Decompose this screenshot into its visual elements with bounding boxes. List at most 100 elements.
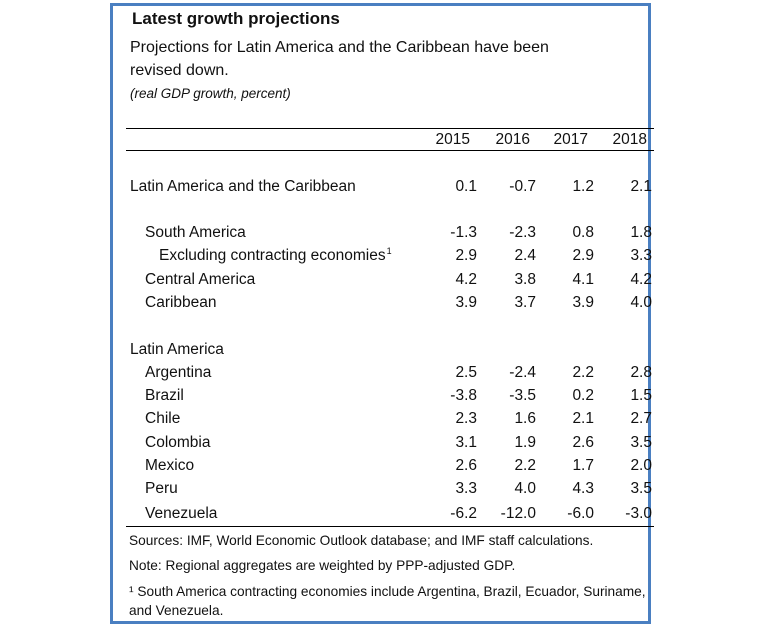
table-row: Mexico 2.6 2.2 1.7 2.0 <box>0 457 770 479</box>
value-cell-2017: 2.1 <box>572 410 594 427</box>
bottom-rule <box>126 526 654 527</box>
row-label: Mexico <box>145 457 194 475</box>
value-cell-2018: 1.5 <box>630 387 652 404</box>
value-cell-2018: 3.5 <box>630 434 652 451</box>
value-cell-2018: 3.3 <box>630 247 652 264</box>
year-header-2018: 2018 <box>612 131 647 148</box>
table-row: Venezuela -6.2 -12.0 -6.0 -3.0 <box>0 505 770 527</box>
value-cell-2015: 3.9 <box>455 294 477 311</box>
value-cell-2016: 3.7 <box>514 294 536 311</box>
value-cell-2017: 1.7 <box>572 457 594 474</box>
value-cell-2017: 1.2 <box>572 178 594 195</box>
table-row: Central America 4.2 3.8 4.1 4.2 <box>0 271 770 293</box>
value-cell-2016: -0.7 <box>509 178 536 195</box>
row-label: Central America <box>145 271 255 289</box>
sources-note: Sources: IMF, World Economic Outlook dat… <box>129 533 594 548</box>
row-label-text: Argentina <box>145 364 212 381</box>
value-cell-2016: -2.4 <box>509 364 536 381</box>
value-cell-2015: 2.5 <box>455 364 477 381</box>
footnote: ¹ South America contracting economies in… <box>129 584 646 618</box>
value-cell-2018: -3.0 <box>625 505 652 522</box>
footnote-marker: 1 <box>386 246 392 256</box>
value-cell-2018: 3.5 <box>630 480 652 497</box>
row-label: Excluding contracting economies1 <box>159 246 392 265</box>
row-label-text: Peru <box>145 480 178 497</box>
row-label-text: Latin America and the Caribbean <box>130 178 356 195</box>
value-cell-2017: 2.6 <box>572 434 594 451</box>
row-label-text: Venezuela <box>145 505 218 522</box>
year-header-2017: 2017 <box>553 131 588 148</box>
year-header-2015: 2015 <box>435 131 470 148</box>
value-cell-2015: -3.8 <box>450 387 477 404</box>
table-row: Chile 2.3 1.6 2.1 2.7 <box>0 410 770 432</box>
value-cell-2015: 4.2 <box>455 271 477 288</box>
value-cell-2018: 2.1 <box>630 178 652 195</box>
value-cell-2017: 3.9 <box>572 294 594 311</box>
value-cell-2018: 4.0 <box>630 294 652 311</box>
table-row: Peru 3.3 4.0 4.3 3.5 <box>0 480 770 502</box>
value-cell-2017: 4.3 <box>572 480 594 497</box>
value-cell-2018: 1.8 <box>630 224 652 241</box>
table-row: Caribbean 3.9 3.7 3.9 4.0 <box>0 294 770 316</box>
table-row: Colombia 3.1 1.9 2.6 3.5 <box>0 434 770 456</box>
row-label: South America <box>145 224 246 242</box>
table-row: Excluding contracting economies1 2.9 2.4 2.… <box>0 246 770 269</box>
value-cell-2015: -6.2 <box>450 505 477 522</box>
value-cell-2016: 1.9 <box>514 434 536 451</box>
value-cell-2016: -2.3 <box>509 224 536 241</box>
value-cell-2018: 2.8 <box>630 364 652 381</box>
value-cell-2015: 3.1 <box>455 434 477 451</box>
value-cell-2017: 4.1 <box>572 271 594 288</box>
value-cell-2018: 2.7 <box>630 410 652 427</box>
row-label-text: Mexico <box>145 457 195 474</box>
table-row: Argentina 2.5 -2.4 2.2 2.8 <box>0 364 770 386</box>
row-label: Latin America and the Caribbean <box>130 178 356 196</box>
value-cell-2016: 3.8 <box>514 271 536 288</box>
value-cell-2016: 2.2 <box>514 457 536 474</box>
value-cell-2017: 2.2 <box>572 364 594 381</box>
table-frame <box>110 3 651 624</box>
table-row: South America -1.3 -2.3 0.8 1.8 <box>0 224 770 246</box>
value-cell-2016: 4.0 <box>514 480 536 497</box>
row-label-text: Caribbean <box>145 294 217 311</box>
row-label-text: Colombia <box>145 434 211 451</box>
year-header-2016: 2016 <box>495 131 530 148</box>
value-cell-2018: 4.2 <box>630 271 652 288</box>
row-label-text: Central America <box>145 271 256 288</box>
value-cell-2016: 1.6 <box>514 410 536 427</box>
value-cell-2015: 2.9 <box>455 247 477 264</box>
value-cell-2015: 2.6 <box>455 457 477 474</box>
row-label-text: Excluding contracting economies <box>159 247 386 264</box>
row-label: Colombia <box>145 434 210 452</box>
row-label: Argentina <box>145 364 211 382</box>
regional-note: Note: Regional aggregates are weighted b… <box>129 558 516 573</box>
section-label-latin-america: Latin America <box>130 341 224 358</box>
table-row: Brazil -3.8 -3.5 0.2 1.5 <box>0 387 770 409</box>
value-cell-2016: 2.4 <box>514 247 536 264</box>
value-cell-2016: -12.0 <box>500 505 536 522</box>
value-cell-2017: 0.8 <box>572 224 594 241</box>
row-label: Caribbean <box>145 294 217 312</box>
row-label-text: Brazil <box>145 387 184 404</box>
row-label-text: South America <box>145 224 246 241</box>
value-cell-2018: 2.0 <box>630 457 652 474</box>
value-cell-2015: 2.3 <box>455 410 477 427</box>
value-cell-2015: 3.3 <box>455 480 477 497</box>
value-cell-2017: 2.9 <box>572 247 594 264</box>
value-cell-2015: 0.1 <box>455 178 477 195</box>
units-label: (real GDP growth, percent) <box>130 86 291 101</box>
value-cell-2015: -1.3 <box>450 224 477 241</box>
row-label: Venezuela <box>145 505 217 523</box>
row-label: Peru <box>145 480 178 498</box>
value-cell-2016: -3.5 <box>509 387 536 404</box>
value-cell-2017: 0.2 <box>572 387 594 404</box>
table-title: Latest growth projections <box>132 9 340 28</box>
row-label: Brazil <box>145 387 184 405</box>
header-rule <box>126 150 654 151</box>
top-rule <box>126 128 654 129</box>
row-label: Chile <box>145 410 180 428</box>
row-label-text: Chile <box>145 410 181 427</box>
table-row: Latin America and the Caribbean 0.1 -0.7 1.… <box>0 178 770 200</box>
table-subtitle: Projections for Latin America and the Ca… <box>130 39 549 79</box>
value-cell-2017: -6.0 <box>567 505 594 522</box>
